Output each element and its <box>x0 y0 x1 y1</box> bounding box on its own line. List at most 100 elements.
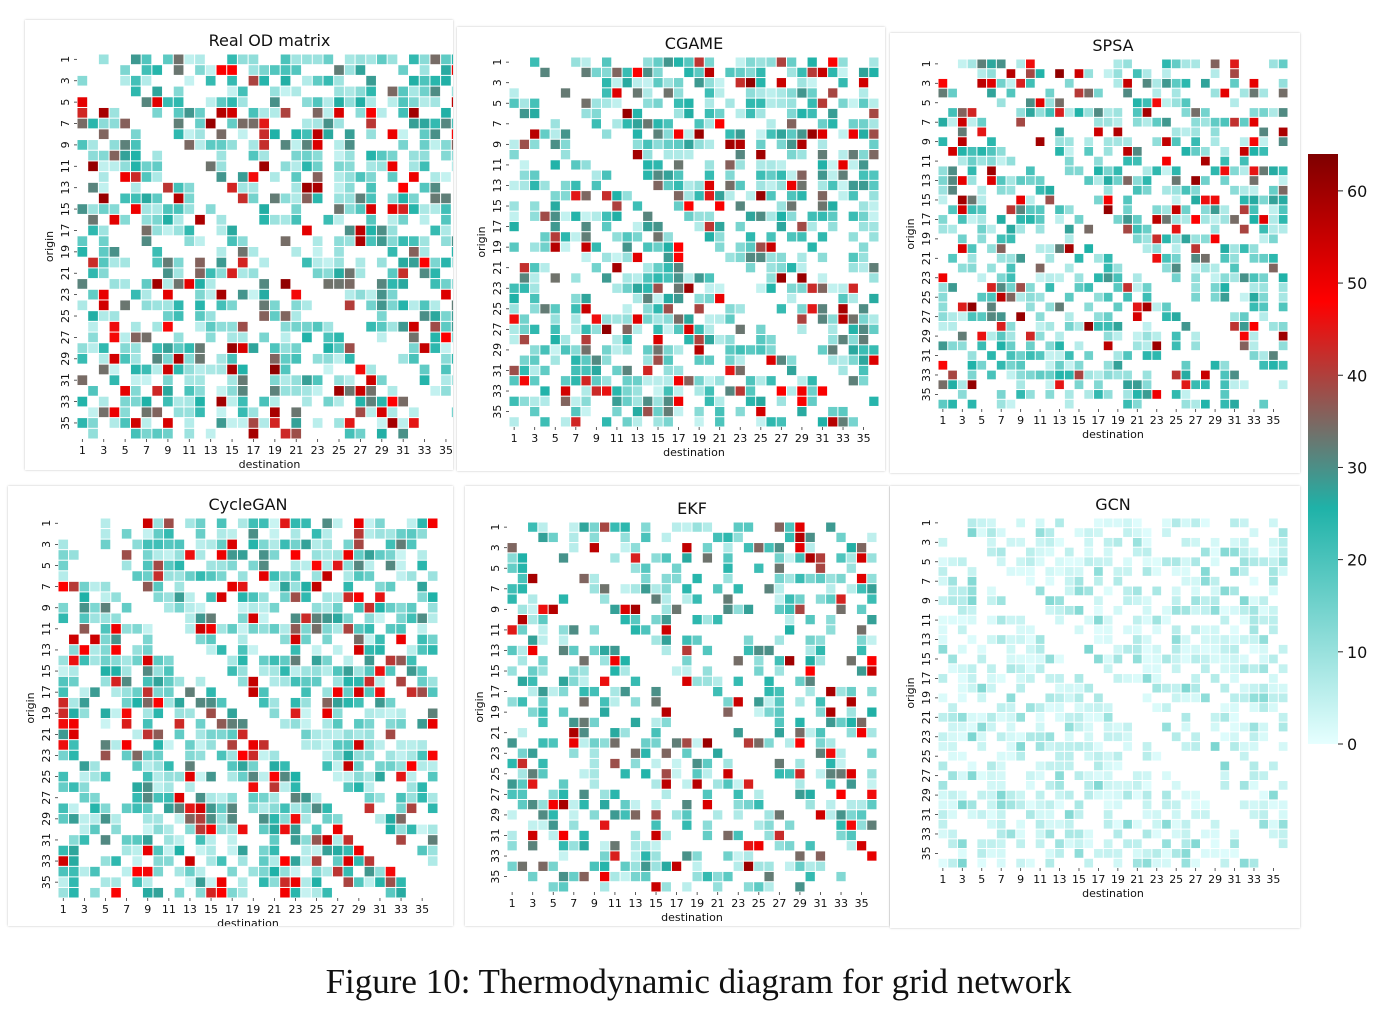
y-tick-label: 25 <box>40 770 53 784</box>
x-tick-label: 5 <box>550 897 557 910</box>
heatmap-cell <box>704 386 715 396</box>
heatmap-cell <box>684 67 694 78</box>
heatmap-cell <box>1094 390 1103 399</box>
heatmap-cell <box>987 312 996 321</box>
heatmap-cell <box>409 86 419 97</box>
heatmap-cell <box>58 560 69 571</box>
heatmap-cell <box>591 386 601 396</box>
heatmap-cell <box>1201 234 1210 244</box>
heatmap-cell <box>1055 751 1064 761</box>
heatmap-cell <box>1123 292 1132 302</box>
heatmap-cell <box>164 592 174 602</box>
heatmap-cell <box>1239 722 1249 732</box>
heatmap-cell <box>764 584 774 594</box>
heatmap-cell <box>111 634 121 645</box>
heatmap-cell <box>776 129 786 139</box>
heatmap-cell <box>248 803 259 814</box>
heatmap-cell <box>1269 800 1278 810</box>
heatmap-cell <box>867 707 877 717</box>
heatmap-cell <box>1094 635 1103 644</box>
heatmap-cell <box>948 800 957 810</box>
heatmap-cell <box>507 779 517 789</box>
heatmap-cell <box>1016 829 1025 839</box>
heatmap-cell <box>1201 654 1210 664</box>
heatmap-cell <box>1132 176 1142 185</box>
heatmap-cell <box>1201 108 1210 117</box>
heatmap-cell <box>130 193 141 204</box>
heatmap-cell <box>817 232 828 242</box>
y-tick-label: 17 <box>920 671 933 685</box>
heatmap-cell <box>280 771 290 782</box>
heatmap-cell <box>385 729 396 740</box>
heatmap-cell <box>743 861 754 871</box>
heatmap-cell <box>589 573 599 584</box>
heatmap-cell <box>977 732 987 742</box>
heatmap-cell <box>1220 703 1230 712</box>
heatmap-cell <box>589 522 599 532</box>
heatmap-cell <box>602 314 612 324</box>
heatmap-cell <box>1259 195 1269 205</box>
heatmap-cell <box>977 331 987 341</box>
y-tick-label: 17 <box>59 223 72 237</box>
heatmap-cell <box>259 65 269 75</box>
heatmap-cell <box>98 289 109 300</box>
heatmap-cell <box>427 602 438 613</box>
heatmap-cell <box>375 518 385 529</box>
heatmap-cell <box>121 835 132 845</box>
heatmap-cell <box>206 814 216 824</box>
heatmap-cell <box>417 560 427 571</box>
heatmap-cell <box>713 686 723 697</box>
heatmap-cell <box>632 283 643 293</box>
heatmap-cell <box>152 86 163 97</box>
heatmap-cell <box>569 676 579 686</box>
heatmap-cell <box>673 129 684 139</box>
heatmap-cell <box>290 529 301 539</box>
heatmap-cell <box>344 140 355 150</box>
heatmap-cell <box>227 624 237 634</box>
heatmap-cell <box>1278 331 1288 341</box>
heatmap-cell <box>957 380 967 390</box>
heatmap-cell <box>237 118 248 129</box>
heatmap-cell <box>817 139 828 149</box>
heatmap-cell <box>836 789 846 799</box>
heatmap-cell <box>766 252 776 263</box>
heatmap-cell <box>1074 810 1084 819</box>
heatmap-cell <box>867 800 877 810</box>
x-tick-label: 11 <box>610 432 624 445</box>
heatmap-cell <box>948 810 957 819</box>
heatmap-cell <box>77 204 88 214</box>
x-tick-label: 21 <box>1130 873 1144 886</box>
heatmap-cell <box>848 283 858 293</box>
heatmap-cell <box>398 107 409 118</box>
heatmap-cell <box>280 343 291 353</box>
heatmap-cell <box>152 204 163 214</box>
heatmap-cell <box>100 518 111 529</box>
heatmap-cell <box>195 729 206 740</box>
heatmap-cell <box>1035 98 1045 108</box>
heatmap-cell <box>1239 166 1249 176</box>
heatmap-cell <box>671 666 682 676</box>
heatmap-cell <box>957 137 967 146</box>
heatmap-cell <box>776 252 786 263</box>
heatmap-cell <box>173 364 184 375</box>
heatmap-cell <box>334 97 344 107</box>
heatmap-cell <box>967 117 977 127</box>
heatmap-cell <box>1162 166 1171 176</box>
x-tick-label: 3 <box>959 873 966 886</box>
heatmap-cell <box>376 321 387 332</box>
heatmap-cell <box>795 594 805 604</box>
heatmap-cell <box>409 97 419 107</box>
heatmap-cell <box>766 57 776 67</box>
heatmap-cell <box>548 810 558 820</box>
heatmap-cell <box>98 129 109 140</box>
heatmap-cell <box>1016 654 1025 664</box>
heatmap-cell <box>996 547 1006 557</box>
heatmap-cell <box>195 54 205 65</box>
heatmap-cell <box>581 386 591 396</box>
heatmap-cell <box>869 98 879 108</box>
heatmap-cell <box>301 856 311 866</box>
heatmap-cell <box>269 697 280 708</box>
heatmap-cell <box>121 666 132 676</box>
heatmap-cell <box>787 170 797 180</box>
heatmap-cell <box>630 717 641 728</box>
